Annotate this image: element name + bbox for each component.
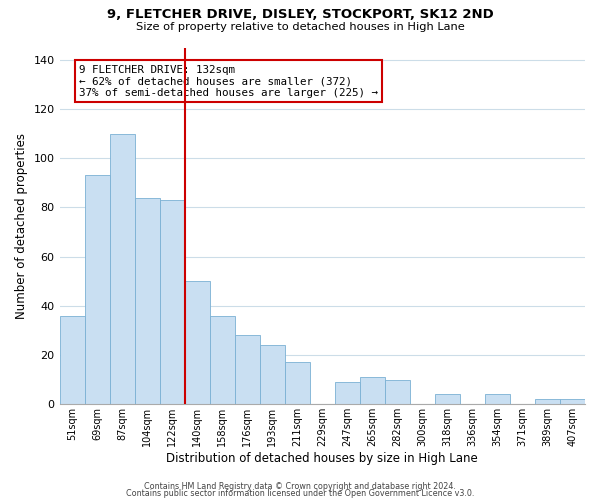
Bar [385, 380, 410, 404]
Text: Contains public sector information licensed under the Open Government Licence v3: Contains public sector information licen… [126, 489, 474, 498]
Bar [110, 134, 134, 404]
Bar [535, 400, 560, 404]
Bar [235, 336, 260, 404]
Bar [209, 316, 235, 404]
Bar [134, 198, 160, 404]
Bar [185, 282, 209, 405]
Text: Size of property relative to detached houses in High Lane: Size of property relative to detached ho… [136, 22, 464, 32]
Y-axis label: Number of detached properties: Number of detached properties [15, 133, 28, 319]
Bar [335, 382, 360, 404]
Bar [435, 394, 460, 404]
Text: Contains HM Land Registry data © Crown copyright and database right 2024.: Contains HM Land Registry data © Crown c… [144, 482, 456, 491]
Bar [360, 377, 385, 404]
Text: 9 FLETCHER DRIVE: 132sqm
← 62% of detached houses are smaller (372)
37% of semi-: 9 FLETCHER DRIVE: 132sqm ← 62% of detach… [79, 64, 378, 98]
Bar [59, 316, 85, 404]
Bar [485, 394, 510, 404]
Bar [560, 400, 585, 404]
Bar [260, 345, 285, 405]
Bar [285, 362, 310, 405]
Text: 9, FLETCHER DRIVE, DISLEY, STOCKPORT, SK12 2ND: 9, FLETCHER DRIVE, DISLEY, STOCKPORT, SK… [107, 8, 493, 20]
Bar [85, 176, 110, 404]
X-axis label: Distribution of detached houses by size in High Lane: Distribution of detached houses by size … [166, 452, 478, 465]
Bar [160, 200, 185, 404]
